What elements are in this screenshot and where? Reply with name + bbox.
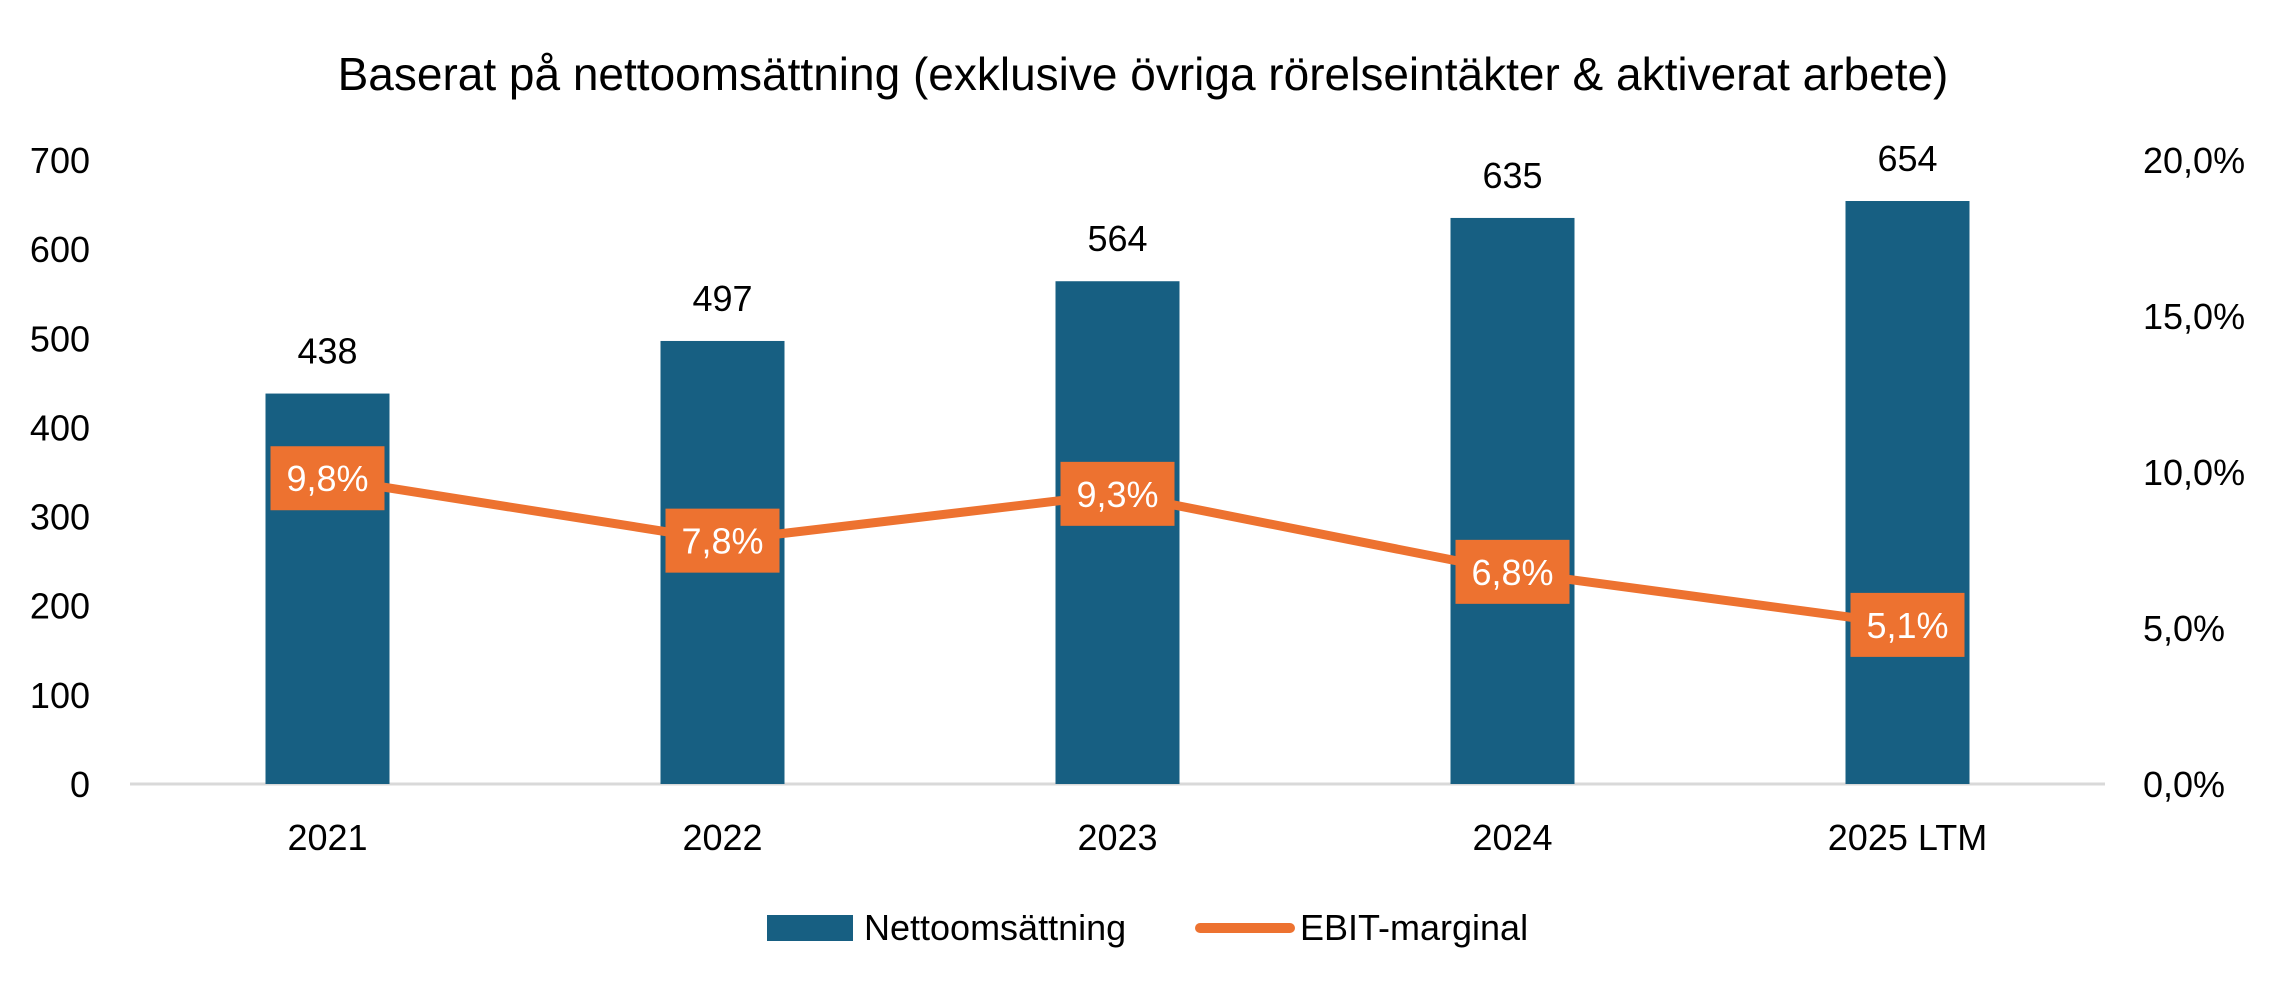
left-tick-label: 300 [30, 497, 90, 538]
bar-value-label: 635 [1482, 155, 1542, 196]
left-tick-label: 200 [30, 586, 90, 627]
left-tick-label: 700 [30, 140, 90, 181]
x-tick-label: 2024 [1472, 817, 1552, 858]
legend-swatch-bar [767, 915, 853, 941]
left-tick-label: 500 [30, 318, 90, 359]
bar [1845, 201, 1970, 784]
x-tick-label: 2021 [287, 817, 367, 858]
left-tick-label: 600 [30, 229, 90, 270]
line-labels: 9,8% 7,8% 9,3% 6,8% 5,1% [270, 446, 1965, 657]
x-tick-label: 2023 [1077, 817, 1157, 858]
line-label-box [1060, 461, 1175, 526]
chart-title: Baserat på nettoomsättning (exklusive öv… [338, 48, 1949, 100]
legend-label-bar: Nettoomsättning [864, 907, 1126, 948]
line-value-label: 6,8% [1471, 552, 1553, 593]
line-label-box [1850, 592, 1965, 657]
left-tick-label: 400 [30, 407, 90, 448]
right-tick-label: 5,0% [2143, 608, 2225, 649]
x-axis-labels: 2021 2022 2023 2024 2025 LTM [287, 817, 1987, 858]
line-label-box [665, 508, 780, 573]
x-tick-label: 2022 [682, 817, 762, 858]
line-label-box [270, 446, 385, 511]
bar [1055, 281, 1180, 784]
line-value-label: 9,8% [286, 458, 368, 499]
right-tick-label: 20,0% [2143, 140, 2245, 181]
bar-value-label: 438 [297, 331, 357, 372]
bar-value-label: 564 [1087, 218, 1147, 259]
right-tick-label: 15,0% [2143, 296, 2245, 337]
left-tick-label: 0 [70, 764, 90, 805]
legend: Nettoomsättning EBIT-marginal [767, 907, 1528, 948]
right-tick-label: 10,0% [2143, 452, 2245, 493]
left-tick-label: 100 [30, 675, 90, 716]
bar [1450, 217, 1575, 784]
line-label-box [1455, 539, 1570, 604]
left-axis: 0 100 200 300 400 500 600 700 [30, 140, 90, 805]
right-tick-label: 0,0% [2143, 764, 2225, 805]
x-tick-label: 2025 LTM [1828, 817, 1987, 858]
legend-label-line: EBIT-marginal [1300, 907, 1528, 948]
line-value-label: 9,3% [1076, 474, 1158, 515]
bar-labels: 438 497 564 635 654 [297, 138, 1937, 372]
line-value-label: 7,8% [681, 521, 763, 562]
bar-value-label: 654 [1877, 138, 1937, 179]
bar-value-label: 497 [692, 278, 752, 319]
line-value-label: 5,1% [1866, 605, 1948, 646]
right-axis: 0,0% 5,0% 10,0% 15,0% 20,0% [2143, 140, 2245, 805]
